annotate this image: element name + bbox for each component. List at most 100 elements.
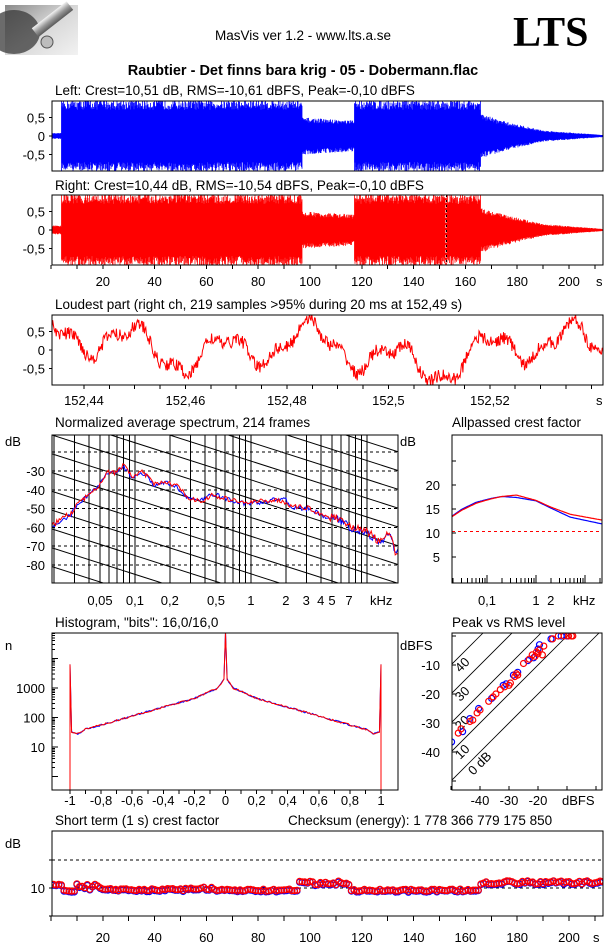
y-tick-label: 10 (31, 881, 45, 896)
x-tick-label: 100 (299, 930, 321, 945)
crest-ylabel: dB (400, 434, 416, 449)
right-crest-point (495, 879, 503, 887)
y-tick-label: 100 (23, 711, 45, 726)
left-crest-line (452, 495, 602, 525)
crest-line-30db (452, 633, 513, 694)
slope-reference-line (226, 435, 398, 490)
y-tick-label: 0 (38, 343, 45, 358)
right-crest-point (275, 886, 283, 894)
y-tick-label: -50 (26, 502, 45, 517)
right-crest-point (125, 886, 133, 894)
x-tick-label: -1 (64, 793, 76, 808)
x-tick-label: 0,1 (126, 593, 144, 608)
loudest-xunit: s (596, 393, 603, 408)
x-tick-label: 152,5 (372, 393, 405, 408)
y-tick-label: -40 (26, 483, 45, 498)
right-crest-point (324, 880, 332, 888)
right-crest-point (363, 886, 371, 895)
y-tick-label: -20 (421, 687, 440, 702)
right-crest-point (490, 880, 498, 888)
right-crest-point (223, 885, 231, 894)
x-tick-label: 152,52 (470, 393, 510, 408)
right-crest-point (119, 885, 128, 893)
x-tick-label: 0,2 (161, 593, 179, 608)
slope-reference-line (52, 490, 340, 583)
x-tick-label: 160 (455, 274, 477, 289)
right-crest-point (298, 878, 306, 886)
right-crest-point (277, 886, 286, 894)
left-waveform-title: Left: Crest=10,51 dB, RMS=-10,61 dBFS, P… (55, 83, 415, 98)
crest-factor-title: Allpassed crest factor (452, 415, 582, 430)
left-level-point (475, 704, 483, 713)
y-tick-label: -0,5 (23, 242, 45, 257)
right-crest-point (345, 880, 353, 889)
right-crest-point (415, 886, 423, 894)
slope-reference-line (167, 435, 398, 509)
y-tick-label: -30 (421, 716, 440, 731)
x-tick-label: 120 (351, 930, 373, 945)
x-tick-label: 20 (96, 274, 110, 289)
right-crest-point (228, 886, 236, 894)
x-tick-label: 5 (328, 593, 335, 608)
y-tick-label: 5 (433, 550, 440, 565)
crest-frame (451, 434, 603, 584)
right-crest-point (487, 879, 495, 888)
right-crest-point (384, 886, 392, 894)
right-crest-point (244, 885, 252, 893)
x-tick-label: 2 (547, 593, 554, 608)
right-level-point (519, 659, 528, 668)
slope-reference-line (52, 717, 398, 828)
y-tick-label: -0,5 (23, 362, 45, 377)
app-title: MasVis ver 1.2 - www.lts.a.se (215, 28, 391, 43)
brand-logo: LTS (513, 10, 589, 56)
right-crest-point (441, 886, 449, 895)
x-tick-label: 200 (558, 274, 580, 289)
x-tick-label: 180 (506, 274, 528, 289)
y-tick-label: 1000 (16, 681, 45, 696)
right-level-point (492, 690, 500, 698)
x-tick-label: 60 (199, 930, 213, 945)
x-tick-label: 0,2 (248, 793, 266, 808)
x-tick-label: 0,4 (279, 793, 297, 808)
y-tick-label: -0,5 (23, 148, 45, 163)
right-level-point (506, 679, 514, 687)
right-level-point (512, 670, 520, 678)
right-crest-point (378, 887, 387, 895)
slope-reference-line (52, 509, 282, 583)
x-tick-label: -30 (500, 793, 519, 808)
x-tick-label: 3 (303, 593, 310, 608)
x-tick-label: 152,44 (64, 393, 104, 408)
right-crest-point (62, 887, 71, 895)
slope-reference-line (52, 679, 398, 790)
x-tick-label: 1 (377, 793, 384, 808)
right-crest-point (262, 887, 270, 895)
slope-reference-line (52, 528, 223, 583)
right-crest-point (166, 885, 174, 893)
x-tick-label: 200 (558, 930, 580, 945)
x-tick-label: 100 (299, 274, 321, 289)
slope-reference-line (52, 547, 164, 583)
right-crest-point (213, 886, 221, 895)
short-term-xunit: s (593, 930, 600, 945)
x-tick-label: 7 (345, 593, 352, 608)
y-tick-label: -70 (26, 539, 45, 554)
right-level-point (538, 651, 547, 659)
right-level-point (548, 635, 557, 643)
left-waveform (52, 101, 603, 171)
histogram-title: Histogram, "bits": 16,0/16,0 (55, 615, 218, 630)
right-crest-point (288, 886, 296, 895)
slope-reference-line (285, 435, 398, 471)
histogram-ylabel: n (5, 638, 12, 653)
right-level-point (534, 649, 542, 658)
x-tick-label: 120 (351, 274, 373, 289)
y-tick-label: 0 (38, 223, 45, 238)
right-level-point (501, 683, 509, 691)
right-crest-point (192, 885, 200, 893)
right-crest-point (68, 887, 76, 895)
loudest-part-title: Loudest part (right ch, 219 samples >95%… (55, 297, 462, 312)
short-term-crest-title: Short term (1 s) crest factor (55, 813, 220, 828)
x-tick-label: -0,6 (121, 793, 143, 808)
right-crest-point (70, 887, 78, 895)
y-tick-label: 10 (426, 526, 440, 541)
